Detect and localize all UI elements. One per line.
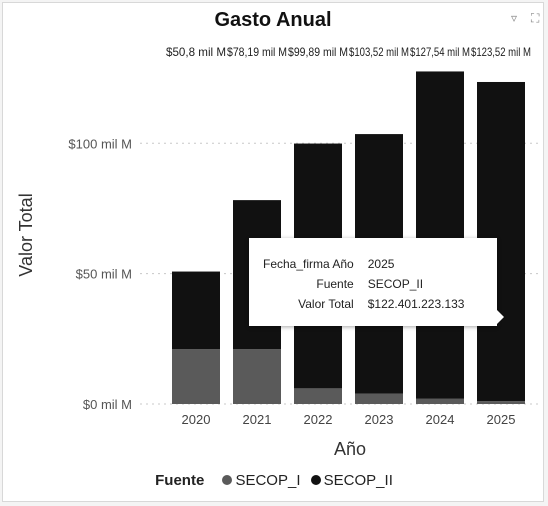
y-tick-label: $0 mil M [83,397,132,412]
tooltip-label: Valor Total [298,297,354,311]
legend-item-secop-i[interactable]: SECOP_I [222,472,301,489]
bar-secop-i[interactable] [355,393,403,404]
y-tick-label: $50 mil M [76,267,132,282]
x-tick-label: 2021 [243,412,272,427]
legend-swatch [310,475,321,485]
x-tick-labels: 2020 2021 2022 2023 2024 2025 [182,412,516,427]
tooltip-row: Fuente SECOP_II [259,274,468,294]
y-tick-label: $100 mil M [68,136,132,151]
bar-secop-i[interactable] [233,349,281,404]
tooltip-value: SECOP_II [367,277,424,291]
focus-mode-icon[interactable]: ⛶ [531,11,540,25]
tooltip-label: Fuente [316,277,354,291]
tooltip-pointer [497,310,504,324]
tooltip-label: Fecha_firma Año [263,257,354,271]
x-axis-label: Año [334,439,366,459]
total-label: $103,52 mil M [349,45,409,59]
bar-secop-ii[interactable] [172,271,220,350]
legend: Fuente SECOP_I SECOP_II [0,472,548,489]
x-tick-label: 2024 [426,412,455,427]
y-tick-labels: $0 mil M $50 mil M $100 mil M [68,136,132,412]
tooltip-value: $122.401.223.133 [367,297,465,311]
bar-secop-i[interactable] [416,398,464,404]
total-label: $78,19 mil M [227,45,287,59]
tooltip-row: Valor Total $122.401.223.133 [259,294,468,314]
filter-icon[interactable]: ▿ [511,11,518,25]
legend-swatch [222,475,233,485]
x-tick-label: 2020 [182,412,211,427]
bar-secop-i[interactable] [477,401,525,404]
total-label: $99,89 mil M [288,45,348,59]
tooltip-row: Fecha_firma Año 2025 [259,254,468,274]
total-label: $127,54 mil M [410,45,470,59]
legend-label: SECOP_I [235,472,301,489]
legend-item-secop-ii[interactable]: SECOP_II [310,472,393,489]
tooltip: Fecha_firma Año 2025 Fuente SECOP_II Val… [249,238,497,326]
bar-secop-i[interactable] [294,388,342,404]
x-tick-label: 2025 [487,412,516,427]
x-tick-label: 2023 [365,412,394,427]
total-label: $123,52 mil M [471,45,531,59]
bar-secop-i[interactable] [172,349,220,404]
y-axis-label: Valor Total [16,193,36,276]
x-tick-label: 2022 [304,412,333,427]
total-labels: $50,8 mil M $78,19 mil M $99,89 mil M $103,… [166,45,531,59]
total-label: $50,8 mil M [166,45,226,59]
tooltip-value: 2025 [367,257,395,271]
legend-title: Fuente [155,472,205,489]
bar-secop-ii[interactable] [416,71,464,399]
chart-title: Gasto Anual [214,9,332,31]
legend-label: SECOP_II [323,472,393,489]
